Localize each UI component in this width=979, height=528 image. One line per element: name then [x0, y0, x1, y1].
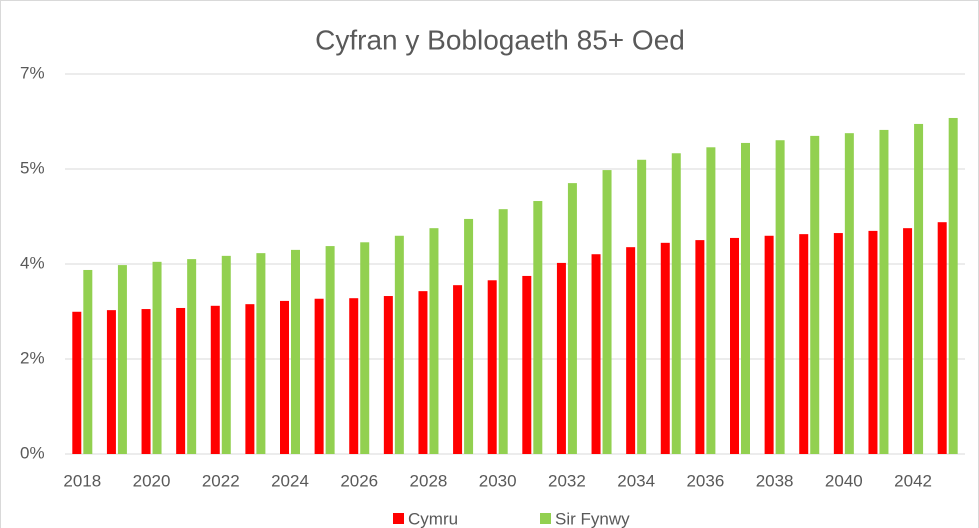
x-tick-label: 2024 — [271, 471, 309, 490]
bar — [106, 310, 116, 454]
bar — [187, 259, 197, 454]
bar — [556, 262, 566, 454]
bar — [706, 147, 716, 455]
bar — [221, 255, 231, 454]
y-tick-label: 7% — [20, 63, 45, 82]
bar — [533, 201, 543, 454]
x-tick-label: 2036 — [686, 471, 724, 490]
bar — [775, 140, 785, 454]
bar — [868, 230, 878, 454]
x-tick-label: 2040 — [825, 471, 863, 490]
legend-label: Cymru — [408, 509, 458, 528]
bar — [325, 246, 335, 454]
bar — [937, 222, 947, 454]
x-tick-label: 2034 — [617, 471, 655, 490]
bar — [453, 285, 463, 454]
y-tick-label: 2% — [20, 348, 45, 367]
bar — [903, 228, 913, 454]
bar — [141, 309, 151, 454]
bar — [280, 300, 289, 454]
x-tick-label: 2028 — [410, 471, 448, 490]
bar — [764, 235, 774, 454]
bar — [349, 298, 359, 454]
bar — [660, 242, 670, 454]
bar — [948, 117, 958, 454]
bar — [176, 307, 186, 454]
y-tick-label: 5% — [20, 158, 45, 177]
bar — [799, 234, 809, 454]
bar — [844, 133, 854, 454]
bar — [498, 209, 508, 454]
bar — [741, 142, 750, 454]
bar — [637, 159, 647, 454]
x-tick-label: 2022 — [202, 471, 240, 490]
bar — [879, 129, 889, 454]
bar — [245, 304, 255, 454]
bar — [626, 247, 636, 454]
x-tick-label: 2032 — [548, 471, 586, 490]
bar — [72, 311, 82, 454]
bar — [418, 291, 428, 454]
bar — [117, 265, 127, 454]
legend-swatch — [540, 513, 551, 524]
bar — [314, 298, 324, 454]
x-tick-label: 2038 — [756, 471, 794, 490]
bar — [429, 228, 439, 454]
bar — [833, 233, 843, 454]
y-tick-label: 0% — [20, 443, 45, 462]
bar — [394, 235, 404, 454]
bar — [671, 153, 681, 454]
x-tick-label: 2042 — [894, 471, 932, 490]
bar — [360, 242, 370, 454]
bar — [210, 305, 220, 454]
legend-swatch — [393, 513, 404, 524]
bar — [695, 240, 705, 454]
bar — [83, 269, 93, 454]
bar — [256, 253, 266, 454]
bar — [602, 170, 612, 455]
bar — [914, 123, 924, 454]
bar — [487, 280, 497, 454]
bar — [464, 218, 474, 454]
bar — [591, 254, 601, 454]
x-tick-label: 2020 — [133, 471, 171, 490]
x-tick-label: 2018 — [63, 471, 101, 490]
bar — [152, 261, 162, 454]
bar — [730, 237, 739, 454]
bar — [567, 183, 577, 454]
bar — [810, 135, 820, 454]
legend-label: Sir Fynwy — [555, 509, 630, 528]
bar — [291, 249, 300, 454]
x-tick-label: 2026 — [340, 471, 378, 490]
x-tick-label: 2030 — [479, 471, 517, 490]
bar — [383, 296, 393, 454]
chart-title: Cyfran y Boblogaeth 85+ Oed — [315, 24, 685, 55]
y-tick-label: 4% — [20, 253, 45, 272]
bar — [522, 275, 532, 454]
